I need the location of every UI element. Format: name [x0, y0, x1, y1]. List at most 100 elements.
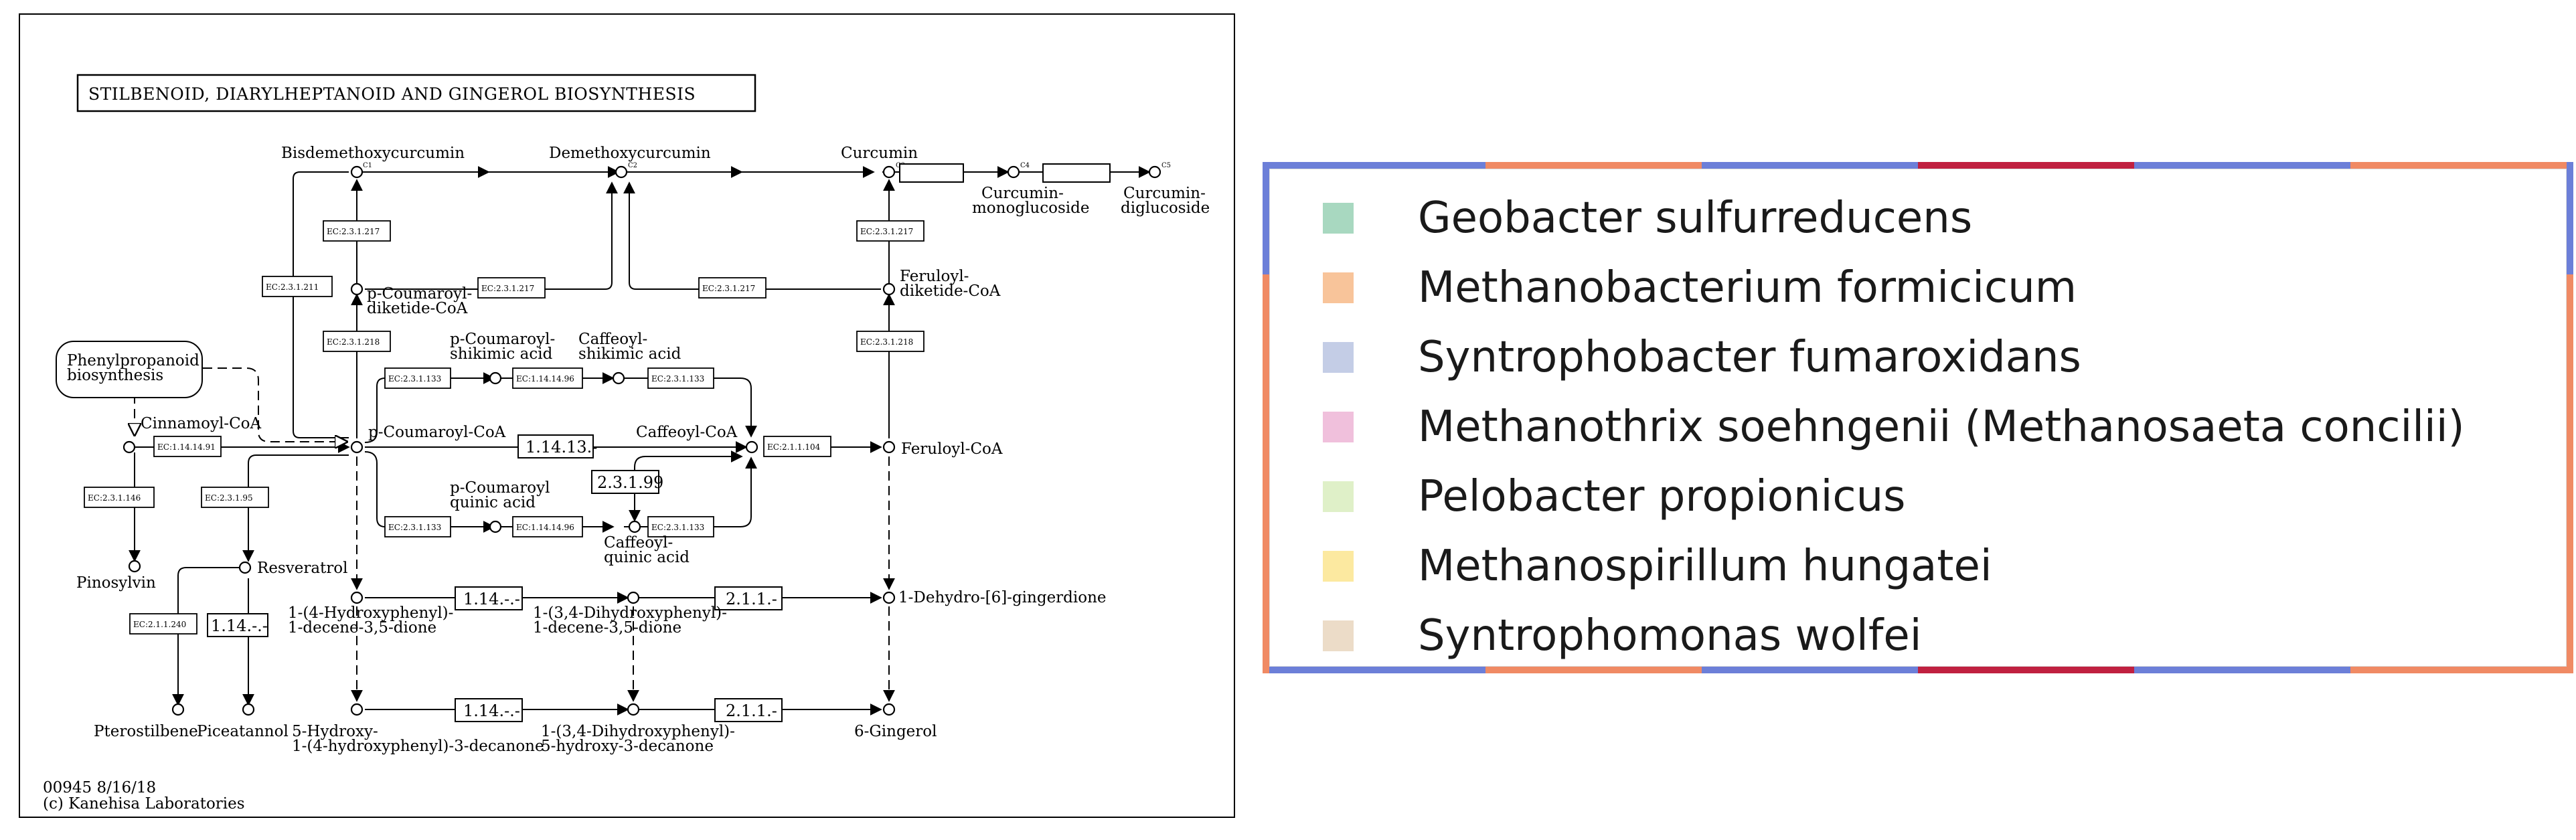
enzyme-1-14[interactable]: 1.14.-.- [211, 616, 268, 635]
compound-caffeoyl-coa: Caffeoyl-CoA [636, 424, 738, 441]
compound-node[interactable] [612, 371, 625, 385]
legend-label: Methanospirillum hungatei [1418, 541, 1992, 591]
compound-node[interactable] [242, 703, 255, 716]
compound-node[interactable] [882, 703, 896, 716]
compound-demethoxycurcumin: Demethoxycurcumin [549, 145, 711, 162]
phenylpropanoid-label-2: biosynthesis [67, 367, 163, 384]
compound-dihydroxy-decanone-2: 5-hydroxy-3-decanone [541, 738, 714, 755]
compound-curcumin-monoglucoside-2: monoglucoside [972, 199, 1089, 217]
enzyme-ec-2-3-1-133[interactable]: EC:2.3.1.133 [651, 374, 704, 384]
compound-pcoumaroyl-diketide-2: diketide-CoA [367, 300, 468, 317]
compound-node[interactable] [627, 591, 640, 604]
compound-node[interactable] [615, 165, 628, 179]
enzyme-ec-2-3-1-218[interactable]: EC:2.3.1.218 [327, 337, 380, 347]
compound-feruloyl-coa: Feruloyl-CoA [901, 440, 1003, 458]
enzyme-ec-2-3-1-217[interactable]: EC:2.3.1.217 [327, 227, 380, 236]
compound-pcoumaroyl-quinic-1: p-Coumaroyl [450, 479, 550, 497]
compound-node[interactable] [350, 591, 364, 604]
map-id-date: 00945 8/16/18 [43, 779, 156, 796]
enzyme-1-14-13[interactable]: 1.14.13.- [526, 438, 597, 456]
enzyme-ec-2-1-1-104[interactable]: EC:2.1.1.104 [767, 442, 821, 452]
compound-node[interactable] [1148, 165, 1161, 179]
compound-pcoumaroyl-shikimic-2: shikimic acid [450, 345, 553, 363]
legend-label: Methanobacterium formicicum [1418, 263, 2077, 313]
phenylpropanoid-map-link[interactable] [56, 341, 203, 398]
cnum-tag: C2 [628, 162, 637, 169]
organism-legend: Geobacter sulfurreducens Methanobacteriu… [1263, 162, 2573, 673]
compound-node[interactable] [882, 591, 896, 604]
enzyme-ec-2-3-1-133[interactable]: EC:2.3.1.133 [651, 523, 704, 532]
compound-dehydro-gingerdione: 1-Dehydro-[6]-gingerdione [898, 589, 1107, 606]
enzyme-ec-1-14-14-91[interactable]: EC:1.14.14.91 [157, 442, 216, 452]
enzyme-2-3-1-99[interactable]: 2.3.1.99 [597, 473, 663, 492]
enzyme-ec-2-3-1-211[interactable]: EC:2.3.1.211 [266, 282, 319, 292]
enzyme-1-14[interactable]: 1.14.-.- [463, 590, 520, 608]
compound-node[interactable] [350, 703, 364, 716]
enzyme-ec-2-1-1-240[interactable]: EC:2.1.1.240 [133, 620, 186, 629]
compound-dihydroxyphenyl-decene-2: 1-decene-3,5-dione [533, 619, 681, 637]
compound-curcumin-diglucoside-1: Curcumin- [1123, 185, 1206, 202]
compound-resveratrol: Resveratrol [257, 560, 347, 577]
compound-node[interactable] [882, 440, 896, 454]
legend-top-strip [1269, 162, 2567, 169]
enzyme-ec-2-3-1-133[interactable]: EC:2.3.1.133 [388, 374, 441, 384]
compound-hydroxy-decanone-2: 1-(4-hydroxyphenyl)-3-decanone [292, 738, 544, 755]
legend-item: Methanothrix soehngenii (Methanosaeta co… [1323, 394, 2465, 460]
cnum-tag: C4 [1020, 162, 1030, 169]
compound-hydroxyphenyl-decene-2: 1-decene-3,5-dione [288, 619, 436, 637]
enzyme-ec-2-3-1-218[interactable]: EC:2.3.1.218 [860, 337, 913, 347]
compound-bisdemethoxycurcumin: Bisdemethoxycurcumin [281, 145, 465, 162]
enzyme-ec-2-3-1-95[interactable]: EC:2.3.1.95 [205, 493, 253, 503]
compound-feruloyl-diketide-1: Feruloyl- [900, 268, 969, 285]
legend-swatch [1323, 342, 1354, 373]
title-box [76, 74, 756, 112]
compound-node[interactable] [627, 703, 640, 716]
enzyme-ec-1-14-14-96[interactable]: EC:1.14.14.96 [516, 374, 574, 384]
legend-label: Syntrophobacter fumaroxidans [1418, 333, 2081, 382]
compound-node[interactable] [489, 520, 502, 533]
legend-item: Methanobacterium formicicum [1323, 254, 2077, 321]
enzyme-box-blank[interactable] [899, 163, 964, 183]
enzyme-ec-2-3-1-217[interactable]: EC:2.3.1.217 [702, 284, 755, 293]
legend-label: Methanothrix soehngenii (Methanosaeta co… [1418, 402, 2465, 452]
legend-swatch [1323, 203, 1354, 234]
compound-node[interactable] [628, 520, 641, 533]
compound-node[interactable] [128, 560, 141, 573]
phenylpropanoid-label-1: Phenylpropanoid [67, 352, 199, 369]
enzyme-ec-2-3-1-217[interactable]: EC:2.3.1.217 [860, 227, 913, 236]
compound-pcoumaroyl-diketide-1: p-Coumaroyl- [367, 285, 472, 303]
enzyme-1-14[interactable]: 1.14.-.- [463, 701, 520, 720]
compound-node[interactable] [1007, 165, 1020, 179]
compound-curcumin-monoglucoside-1: Curcumin- [981, 185, 1064, 202]
pathway-title: STILBENOID, DIARYLHEPTANOID AND GINGEROL… [88, 84, 696, 104]
compound-curcumin-diglucoside-2: diglucoside [1121, 199, 1210, 217]
compound-caffeoyl-shikimic-1: Caffeoyl- [578, 331, 647, 348]
compound-node[interactable] [350, 282, 364, 296]
legend-item: Syntrophomonas wolfei [1323, 602, 1922, 669]
enzyme-ec-2-3-1-217[interactable]: EC:2.3.1.217 [481, 284, 534, 293]
cnum-tag: C5 [1161, 162, 1171, 169]
enzyme-box-blank[interactable] [1042, 163, 1111, 183]
legend-item: Pelobacter propionicus [1323, 463, 1905, 530]
compound-node[interactable] [238, 561, 252, 574]
compound-node[interactable] [350, 165, 364, 179]
enzyme-2-1-1[interactable]: 2.1.1.- [726, 590, 777, 608]
compound-caffeoyl-quinic-2: quinic acid [604, 549, 690, 566]
compound-node[interactable] [350, 440, 364, 454]
compound-6-gingerol: 6-Gingerol [854, 723, 937, 740]
legend-item: Methanospirillum hungatei [1323, 533, 1992, 600]
compound-dihydroxy-decanone-1: 1-(3,4-Dihydroxyphenyl)- [541, 723, 735, 740]
compound-node[interactable] [489, 371, 502, 385]
compound-node[interactable] [882, 165, 896, 179]
enzyme-2-1-1[interactable]: 2.1.1.- [726, 701, 777, 720]
compound-node[interactable] [123, 440, 136, 454]
compound-node[interactable] [745, 440, 758, 454]
enzyme-ec-1-14-14-96[interactable]: EC:1.14.14.96 [516, 523, 574, 532]
compound-hydroxyphenyl-decene-1: 1-(4-Hydroxyphenyl)- [288, 604, 453, 622]
compound-node[interactable] [171, 703, 185, 716]
enzyme-ec-2-3-1-133[interactable]: EC:2.3.1.133 [388, 523, 441, 532]
enzyme-ec-2-3-1-146[interactable]: EC:2.3.1.146 [88, 493, 141, 503]
compound-pterostilbene: Pterostilbene [94, 723, 198, 740]
legend-item: Geobacter sulfurreducens [1323, 185, 1972, 252]
compound-node[interactable] [882, 282, 896, 296]
